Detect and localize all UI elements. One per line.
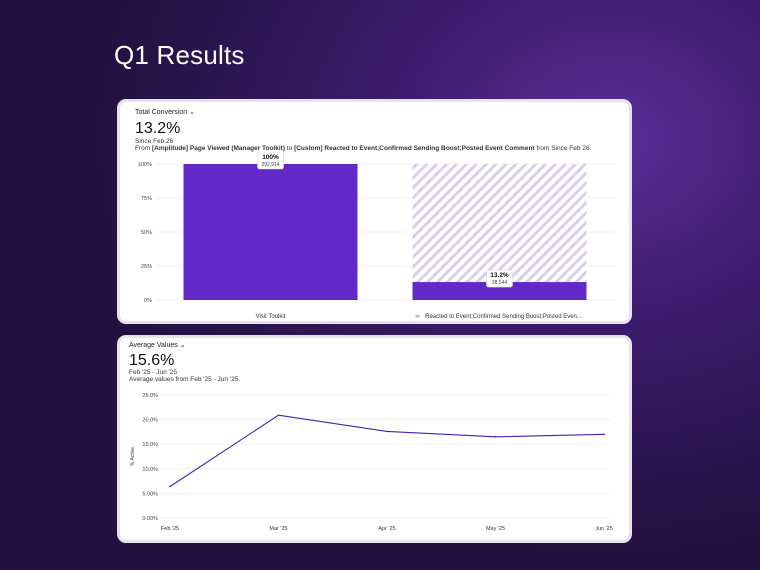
- y-axis-label: % Active: [130, 447, 136, 466]
- conversion-card: Total Conversion ⌄ 13.2% Since Feb 26 Fr…: [117, 99, 632, 324]
- bar-count-label: 38,544: [492, 280, 508, 286]
- y-tick-label: 25.0%: [142, 393, 158, 399]
- data-point: [603, 433, 605, 436]
- bar-label-box: [257, 152, 284, 170]
- y-tick-label: 0.00%: [142, 516, 158, 522]
- average-dropdown-label: Average Values: [129, 342, 178, 349]
- x-tick-label: Feb '25: [161, 526, 179, 532]
- bar-percent-label: 100%: [262, 154, 279, 161]
- y-tick-label: 100%: [138, 162, 152, 168]
- y-tick-label: 75%: [141, 196, 152, 202]
- y-tick-label: 0%: [144, 298, 152, 304]
- bar-count-label: 292,914: [261, 162, 279, 168]
- average-description: Average values from Feb '25 - Jun '25.: [129, 376, 241, 383]
- average-range: Feb '25 - Jun '25: [129, 369, 178, 376]
- x-tick-label: May '25: [486, 526, 505, 532]
- step-to: [Custom] Reacted to Event;Confirmed Send…: [294, 145, 535, 152]
- average-metric-dropdown[interactable]: Average Values ⌄: [129, 342, 186, 349]
- average-value: 15.6%: [129, 352, 175, 369]
- bar-label-box: [486, 269, 513, 288]
- conversion-description: From [Amplitude] Page Viewed (Manager To…: [135, 145, 592, 152]
- y-tick-label: 5.00%: [142, 491, 158, 497]
- chevron-down-icon: ⌄: [189, 109, 196, 116]
- conversion-metric-dropdown[interactable]: Total Conversion ⌄: [135, 109, 195, 116]
- x-tick-label: Mar '25: [269, 526, 287, 532]
- link-icon: ∞: [416, 314, 420, 320]
- x-tick-label: Jun '25: [595, 526, 613, 532]
- average-values-card: Average Values ⌄ 15.6% Feb '25 - Jun '25…: [117, 335, 632, 543]
- x-category-label: Visit Toolkit: [256, 314, 286, 320]
- data-point: [169, 485, 171, 488]
- conversion-bar: [412, 282, 587, 300]
- data-point: [494, 436, 497, 438]
- chevron-down-icon: ⌄: [179, 342, 186, 349]
- y-tick-label: 50%: [141, 230, 152, 236]
- y-tick-label: 25%: [141, 264, 152, 270]
- y-tick-label: 10.0%: [142, 467, 158, 473]
- x-category-label: Reacted to Event;Confirmed Sending Boost…: [425, 314, 582, 320]
- y-tick-label: 15.0%: [142, 442, 158, 448]
- data-point: [386, 430, 388, 433]
- conversion-value: 13.2%: [135, 120, 181, 137]
- bar-percent-label: 13.2%: [490, 272, 509, 279]
- step-from: [Amplitude] Page Viewed (Manager Toolkit…: [151, 145, 286, 152]
- series-line-active: [169, 414, 605, 487]
- conversion-since: Since Feb 26: [135, 138, 174, 145]
- x-tick-label: Apr '25: [378, 526, 395, 532]
- y-tick-label: 20.0%: [142, 418, 158, 424]
- data-point: [277, 414, 280, 416]
- page-title: Q1 Results: [114, 40, 245, 70]
- conversion-bar: [183, 164, 358, 300]
- average-line-chart: 0.00% 5.00% 10.0% 15.0% 20.0% 25.0% % Active Fe…: [130, 393, 613, 532]
- conversion-dropdown-label: Total Conversion: [135, 109, 188, 116]
